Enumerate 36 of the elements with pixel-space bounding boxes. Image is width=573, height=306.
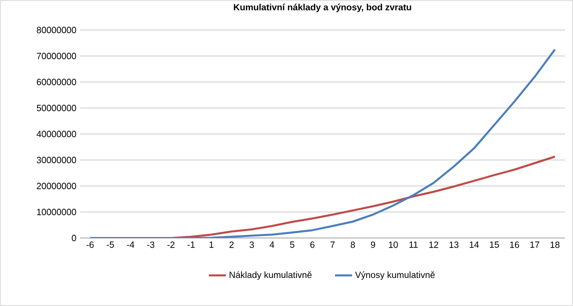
x-tick-label: -3 <box>147 242 154 248</box>
x-tick-label: 1 <box>210 242 214 248</box>
x-tick-label: 9 <box>370 242 376 248</box>
chart-title: Kumulativní náklady a výnosy, bod zvratu <box>234 4 412 12</box>
x-tick-label: 15 <box>490 242 499 248</box>
x-tick-label: 17 <box>530 242 540 248</box>
y-tick-label: 0 <box>72 234 76 242</box>
x-tick-label: 7 <box>330 242 335 248</box>
x-tick-label: 18 <box>550 242 560 248</box>
x-tick-label: -5 <box>106 242 114 248</box>
y-tick-label: 70000000 <box>36 52 76 60</box>
x-tick-label: 16 <box>510 242 520 248</box>
y-tick-label: 30000000 <box>36 156 76 164</box>
legend-label: Náklady kumulativně <box>230 271 312 280</box>
y-tick-label: 40000000 <box>36 130 76 138</box>
x-tick-label: 8 <box>350 242 355 248</box>
y-tick-label: 60000000 <box>36 78 76 86</box>
x-tick-label: -4 <box>126 242 134 248</box>
x-tick-label: 11 <box>409 242 418 248</box>
x-tick-label: 10 <box>388 242 398 248</box>
x-tick-label: 3 <box>250 242 254 248</box>
y-tick-label: 50000000 <box>36 104 76 112</box>
x-tick-label: 13 <box>450 242 458 248</box>
x-tick-label: 12 <box>429 242 438 248</box>
x-tick-label: -2 <box>167 242 174 248</box>
y-tick-label: 80000000 <box>36 26 76 34</box>
x-tick-label: 14 <box>470 242 479 248</box>
x-tick-label: 6 <box>310 242 315 248</box>
y-tick-label: 20000000 <box>36 182 76 190</box>
x-tick-label: 2 <box>230 242 234 248</box>
x-tick-label: 5 <box>290 242 294 248</box>
y-tick-label: 10000000 <box>37 208 76 216</box>
legend-label: Výnosy kumulativně <box>355 271 435 280</box>
x-tick-label: -1 <box>188 242 195 248</box>
x-tick-label: 4 <box>270 242 274 248</box>
x-tick-label: -6 <box>86 242 94 248</box>
